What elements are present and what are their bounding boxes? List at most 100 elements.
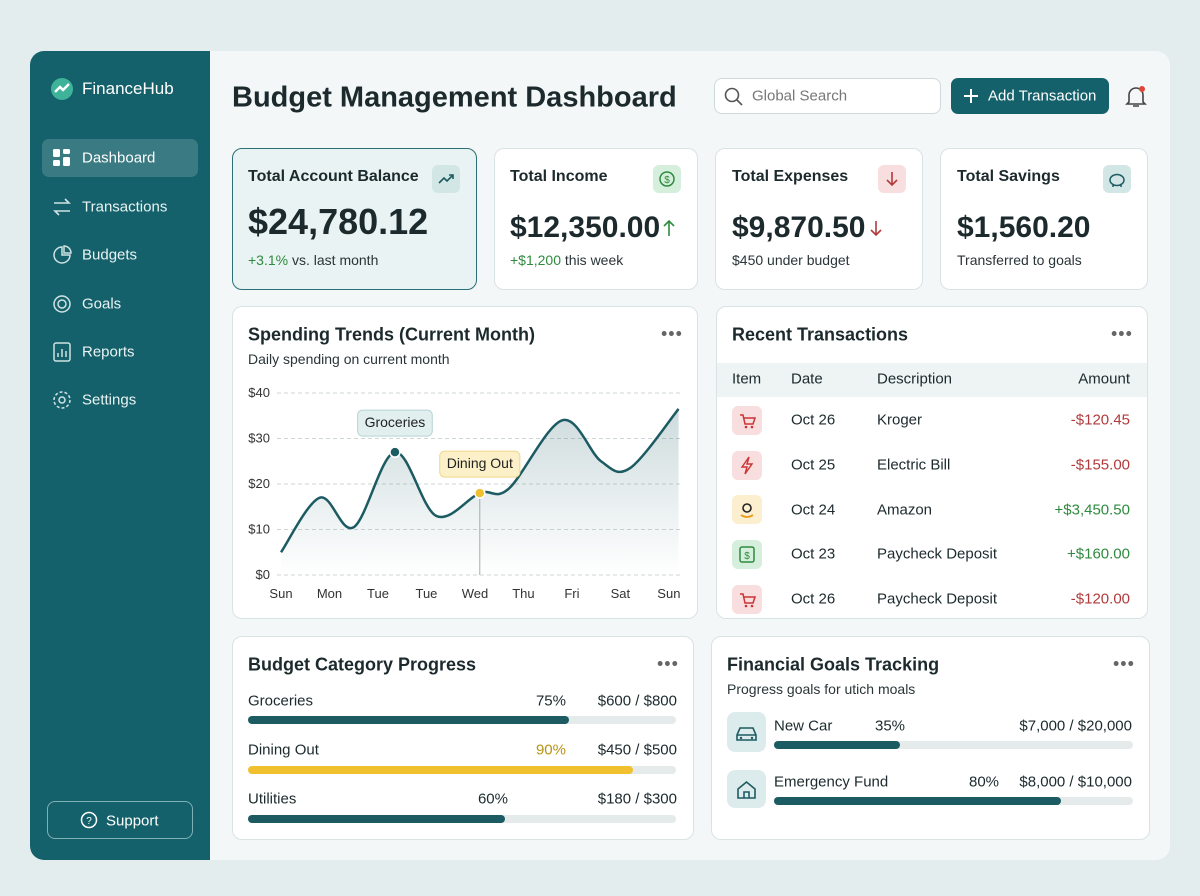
nav-icon <box>53 198 71 216</box>
tx-date: Oct 23 <box>791 545 836 563</box>
budget-name: Utilities <box>248 790 297 808</box>
goal-percent: 35% <box>875 717 906 735</box>
amazon-icon <box>732 495 762 524</box>
add-button-label: Add Transaction <box>988 87 1097 105</box>
sidebar <box>30 51 210 860</box>
budget-card <box>232 636 694 840</box>
more-menu[interactable]: ••• <box>661 323 683 344</box>
nav-icon <box>53 295 71 313</box>
nav-item[interactable]: Reports <box>82 343 135 361</box>
nav-icon <box>53 391 71 409</box>
kpi-note: this week <box>564 252 624 268</box>
progress-fill <box>248 815 505 823</box>
kpi-note: Transferred to goals <box>957 252 1082 268</box>
tx-amount: -$120.00 <box>1070 590 1130 608</box>
x-tick-label: Sun <box>269 586 292 601</box>
budget-name: Dining Out <box>248 741 319 759</box>
x-tick-label: Tue <box>415 586 437 601</box>
search-placeholder: Global Search <box>752 87 848 105</box>
x-tick-label: Wed <box>462 586 489 601</box>
kpi-icon: $ <box>653 165 681 193</box>
notification-bell[interactable] <box>1124 84 1148 110</box>
kpi-change: +$1,200 <box>510 252 561 268</box>
progress-track <box>248 815 676 823</box>
cart-icon <box>732 406 762 435</box>
budget-name: Groceries <box>248 692 314 710</box>
up-arrow <box>663 219 675 236</box>
goal-name: Emergency Fund <box>774 773 889 791</box>
goal-percent: 80% <box>969 773 1000 791</box>
search-box[interactable] <box>714 78 941 114</box>
tx-description: Amazon <box>877 501 933 519</box>
nav-item[interactable]: Transactions <box>82 198 168 216</box>
tx-description: Kroger <box>877 411 923 429</box>
annotation-point <box>474 487 486 499</box>
nav-item[interactable]: Dashboard <box>82 149 156 167</box>
car-icon <box>727 712 766 752</box>
progress-track <box>248 766 676 774</box>
kpi-icon <box>1103 165 1131 193</box>
kpi-label: Total Account Balance <box>248 168 419 185</box>
chart-subtitle: Daily spending on current month <box>248 351 450 367</box>
kpi-value: $1,560.20 <box>957 211 1091 244</box>
column-header: Description <box>877 370 953 388</box>
column-header: Date <box>791 370 823 388</box>
kpi-label: Total Income <box>510 168 608 185</box>
tx-amount: +$160.00 <box>1067 545 1130 563</box>
y-tick-label: $20 <box>248 476 270 491</box>
tx-amount: -$155.00 <box>1070 456 1130 474</box>
support-icon: ? <box>80 811 98 829</box>
nav-icon <box>53 342 71 362</box>
column-header: Amount <box>1078 370 1130 388</box>
kpi-icon <box>432 165 460 193</box>
goals-card <box>711 636 1150 840</box>
kpi-value: $12,350.00 <box>510 211 661 244</box>
kpi-label: Total Expenses <box>732 168 849 185</box>
support-button[interactable] <box>47 801 193 839</box>
budget-amount: $450 / $500 <box>597 741 677 759</box>
more-menu[interactable]: ••• <box>657 653 679 674</box>
tx-amount: +$3,450.50 <box>1054 501 1131 519</box>
more-menu[interactable]: ••• <box>1111 323 1133 344</box>
down-arrow <box>870 221 882 237</box>
x-tick-label: Tue <box>367 586 389 601</box>
kpi-note-row: +3.1% vs. last month <box>248 252 378 268</box>
line-chart: $0 $10 $20 $30 $40 Sun Mon Tue Tue Wed Thu Fri Sat Su… <box>248 385 681 601</box>
x-tick-label: Thu <box>512 586 534 601</box>
kpi-label: Total Savings <box>957 168 1060 185</box>
annotation-box <box>439 450 521 478</box>
kpi-note-row: +$1,200 this week <box>510 252 623 268</box>
cart-icon <box>732 585 762 614</box>
kpi-note: $450 under budget <box>732 252 850 268</box>
goal-amount: $8,000 / $10,000 <box>1019 773 1132 791</box>
support-label: Support <box>106 812 159 830</box>
tx-date: Oct 24 <box>791 501 836 519</box>
nav-item[interactable]: Goals <box>82 295 122 313</box>
y-tick-label: $40 <box>248 385 270 400</box>
more-menu[interactable]: ••• <box>1113 653 1135 674</box>
goals-subtitle: Progress goals for utich moals <box>727 681 916 697</box>
nav-item[interactable]: Settings <box>82 391 137 409</box>
x-tick-label: Sun <box>657 586 680 601</box>
budget-percent: 75% <box>535 692 566 710</box>
kpi-value: $9,870.50 <box>732 211 866 244</box>
brand-logo <box>51 78 73 100</box>
nav-icon <box>53 245 72 264</box>
annotation-box <box>357 409 433 437</box>
tx-date: Oct 25 <box>791 456 836 474</box>
tx-date: Oct 26 <box>791 590 836 608</box>
annotation-point <box>389 446 401 458</box>
transactions-title: Recent Transactions <box>732 324 909 345</box>
kpi-note: vs. last month <box>291 252 379 268</box>
x-tick-label: Sat <box>611 586 631 601</box>
nav-item[interactable]: Budgets <box>82 246 138 264</box>
budget-amount: $600 / $800 <box>597 692 677 710</box>
annotation: Groceries <box>357 409 433 437</box>
kpi-value: $24,780.12 <box>248 201 429 242</box>
y-tick-label: $10 <box>248 522 270 537</box>
progress-track <box>774 797 1133 805</box>
tx-amount: -$120.45 <box>1070 411 1130 429</box>
progress-fill <box>774 741 900 749</box>
svg-text:$: $ <box>744 551 750 562</box>
